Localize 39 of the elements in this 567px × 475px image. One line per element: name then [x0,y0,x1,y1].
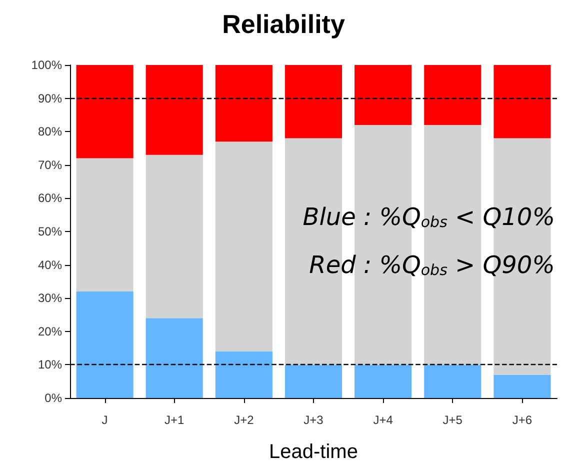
x-tick-label: J+1 [164,413,185,427]
bar [494,65,551,138]
bar [354,65,412,125]
annotation: Blue : %Qobs < Q10% [302,203,556,231]
x-tick-label: J+5 [442,413,463,427]
y-tick-label: 30% [38,291,62,306]
bar [76,65,134,158]
x-axis-title: Lead-time [269,441,358,463]
y-tick-label: 90% [38,91,62,106]
bar [76,158,134,292]
bar [494,374,551,398]
bar [284,364,342,398]
x-tick-label: J+2 [234,413,254,427]
y-tick-label: 20% [38,324,62,338]
chart-title: Reliability [222,9,346,39]
y-tick-label: 40% [38,258,62,272]
bar [215,142,272,352]
x-tick-label: J+3 [304,413,324,427]
bar [76,291,134,398]
y-tick-label: 60% [38,191,62,206]
bar [354,364,412,398]
bar [424,364,482,398]
y-tick-label: 80% [38,124,62,139]
x-tick-label: J+4 [373,413,394,427]
bar [424,65,482,125]
bar [146,154,203,318]
bar [215,351,272,398]
y-tick-label: 10% [38,358,62,372]
y-tick-label: 0% [44,391,62,405]
y-tick-label: 70% [38,158,62,172]
bar [146,318,203,398]
annotation: Red : %Qobs > Q90% [309,251,556,279]
bar [284,65,342,138]
y-tick-label: 50% [38,224,62,238]
x-tick-label: J+6 [512,413,532,427]
bar [146,65,203,155]
x-tick-label: J [102,413,108,427]
y-tick-label: 100% [31,58,62,72]
bar [215,65,272,142]
